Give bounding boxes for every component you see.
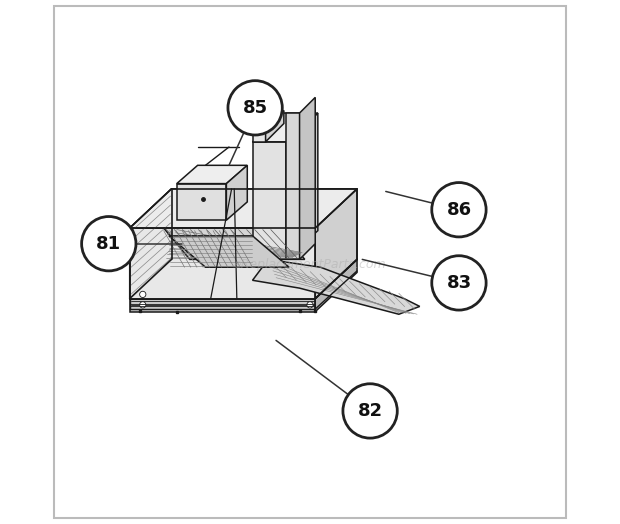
Polygon shape [265, 111, 284, 142]
Polygon shape [252, 142, 286, 259]
Polygon shape [286, 113, 299, 259]
Text: 81: 81 [96, 235, 122, 253]
Polygon shape [252, 129, 265, 142]
Polygon shape [252, 259, 420, 314]
Polygon shape [252, 113, 318, 142]
Circle shape [432, 182, 486, 237]
Polygon shape [130, 259, 357, 299]
Polygon shape [177, 165, 247, 183]
Text: 86: 86 [446, 201, 471, 219]
Circle shape [307, 302, 313, 308]
Polygon shape [130, 299, 315, 312]
Circle shape [343, 384, 397, 438]
Circle shape [82, 216, 136, 271]
Polygon shape [130, 189, 357, 228]
Circle shape [432, 256, 486, 310]
Polygon shape [130, 228, 315, 299]
Polygon shape [130, 189, 172, 299]
Polygon shape [315, 189, 357, 299]
Text: 85: 85 [242, 99, 268, 117]
Polygon shape [169, 236, 289, 267]
Circle shape [228, 81, 282, 135]
Circle shape [140, 291, 146, 298]
Polygon shape [226, 165, 247, 220]
Polygon shape [299, 97, 315, 259]
Polygon shape [177, 183, 226, 220]
Text: 83: 83 [446, 274, 471, 292]
Text: 82: 82 [358, 402, 383, 420]
Polygon shape [315, 259, 357, 312]
Text: eReplacementParts.com: eReplacementParts.com [234, 258, 386, 271]
Circle shape [140, 302, 146, 308]
Polygon shape [164, 228, 305, 259]
Polygon shape [286, 113, 318, 259]
